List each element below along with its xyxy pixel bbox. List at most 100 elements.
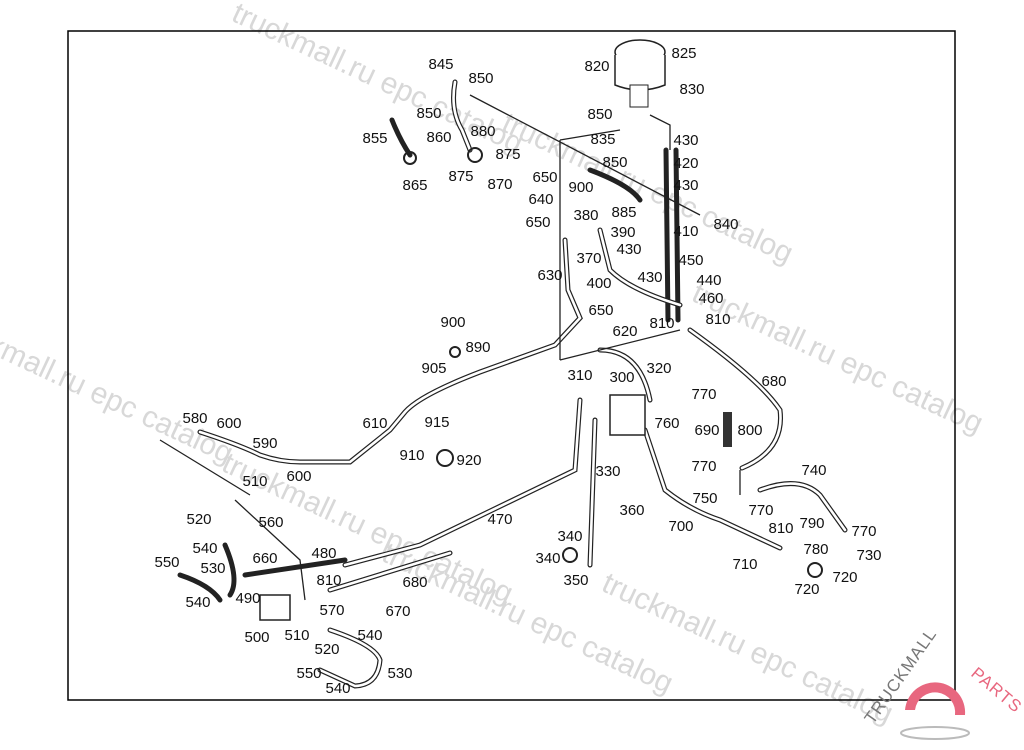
part-label-790: 790 [799, 515, 824, 532]
part-label-560: 560 [258, 514, 283, 531]
part-label-550: 550 [154, 554, 179, 571]
part-label-780: 780 [803, 541, 828, 558]
part-label-570: 570 [319, 602, 344, 619]
part-label-900: 900 [440, 314, 465, 331]
part-label-550: 550 [296, 665, 321, 682]
part-label-400: 400 [586, 275, 611, 292]
part-label-650: 650 [532, 169, 557, 186]
fitting-890 [449, 346, 461, 358]
part-label-300: 300 [609, 369, 634, 386]
part-label-910: 910 [399, 447, 424, 464]
part-label-600: 600 [216, 415, 241, 432]
part-label-810: 810 [316, 572, 341, 589]
part-label-640: 640 [528, 191, 553, 208]
part-label-825: 825 [671, 45, 696, 62]
part-label-850: 850 [587, 106, 612, 123]
components [259, 39, 823, 621]
hose-855 [389, 117, 413, 158]
part-label-905: 905 [421, 360, 446, 377]
part-label-430: 430 [637, 269, 662, 286]
part-label-600: 600 [286, 468, 311, 485]
part-label-750: 750 [692, 490, 717, 507]
part-label-920: 920 [456, 452, 481, 469]
part-label-720: 720 [832, 569, 857, 586]
part-label-875: 875 [448, 168, 473, 185]
part-label-530: 530 [200, 560, 225, 577]
part-label-520: 520 [314, 641, 339, 658]
part-label-540: 540 [357, 627, 382, 644]
part-label-360: 360 [619, 502, 644, 519]
part-label-540: 540 [192, 540, 217, 557]
part-label-390: 390 [610, 224, 635, 241]
part-label-885: 885 [611, 204, 636, 221]
valve-500 [259, 594, 291, 621]
clamp-340 [562, 547, 578, 563]
part-label-480: 480 [311, 545, 336, 562]
gear-icon [905, 682, 966, 715]
hose-840 [587, 167, 643, 203]
part-label-440: 440 [696, 272, 721, 289]
part-label-500: 500 [244, 629, 269, 646]
watermark-text: truckmall.ru epc catalog [597, 566, 898, 730]
part-label-410: 410 [673, 223, 698, 240]
part-label-850: 850 [416, 105, 441, 122]
reservoir-outlet [629, 84, 649, 108]
part-label-770: 770 [691, 386, 716, 403]
clamp-920 [436, 449, 454, 467]
pipe-480 [242, 557, 348, 578]
part-label-915: 915 [424, 414, 449, 431]
part-label-730: 730 [856, 547, 881, 564]
hose-530-540 [177, 542, 237, 603]
filter-690 [723, 412, 732, 447]
pipes [159, 79, 848, 689]
part-label-835: 835 [590, 131, 615, 148]
watermark-text: truckmall.ru epc catalog [687, 276, 988, 440]
part-label-590: 590 [252, 435, 277, 452]
part-label-690: 690 [694, 422, 719, 439]
part-label-490: 490 [235, 590, 260, 607]
part-label-850: 850 [602, 154, 627, 171]
watermark-text: truckmall.ru epc catalog [0, 306, 238, 470]
clamp-880 [467, 147, 483, 163]
part-label-330: 330 [595, 463, 620, 480]
part-label-770: 770 [691, 458, 716, 475]
part-label-470: 470 [487, 511, 512, 528]
part-label-890: 890 [465, 339, 490, 356]
part-label-340: 340 [535, 550, 560, 567]
part-label-770: 770 [851, 523, 876, 540]
part-label-610: 610 [362, 415, 387, 432]
part-label-845: 845 [428, 56, 453, 73]
part-label-800: 800 [737, 422, 762, 439]
pipe-410-420 [663, 147, 681, 323]
part-label-520: 520 [186, 511, 211, 528]
part-label-350: 350 [563, 572, 588, 589]
part-label-820: 820 [584, 58, 609, 75]
part-label-650: 650 [588, 302, 613, 319]
part-label-740: 740 [801, 462, 826, 479]
part-label-620: 620 [612, 323, 637, 340]
part-label-875: 875 [495, 146, 520, 163]
part-label-700: 700 [668, 518, 693, 535]
part-label-680: 680 [761, 373, 786, 390]
part-label-880: 880 [470, 123, 495, 140]
part-label-580: 580 [182, 410, 207, 427]
part-label-320: 320 [646, 360, 671, 377]
part-label-840: 840 [713, 216, 738, 233]
part-label-670: 670 [385, 603, 410, 620]
logo-text-accent: PARTS [967, 664, 1024, 717]
part-label-510: 510 [284, 627, 309, 644]
line-840 [469, 94, 701, 216]
part-label-430: 430 [673, 177, 698, 194]
part-label-310: 310 [567, 367, 592, 384]
part-label-540: 540 [325, 680, 350, 697]
leader-lines [159, 114, 741, 601]
part-label-340: 340 [557, 528, 582, 545]
part-label-710: 710 [732, 556, 757, 573]
part-label-380: 380 [573, 207, 598, 224]
part-label-630: 630 [537, 267, 562, 284]
part-label-850: 850 [468, 70, 493, 87]
part-label-650: 650 [525, 214, 550, 231]
part-label-680: 680 [402, 574, 427, 591]
part-label-530: 530 [387, 665, 412, 682]
